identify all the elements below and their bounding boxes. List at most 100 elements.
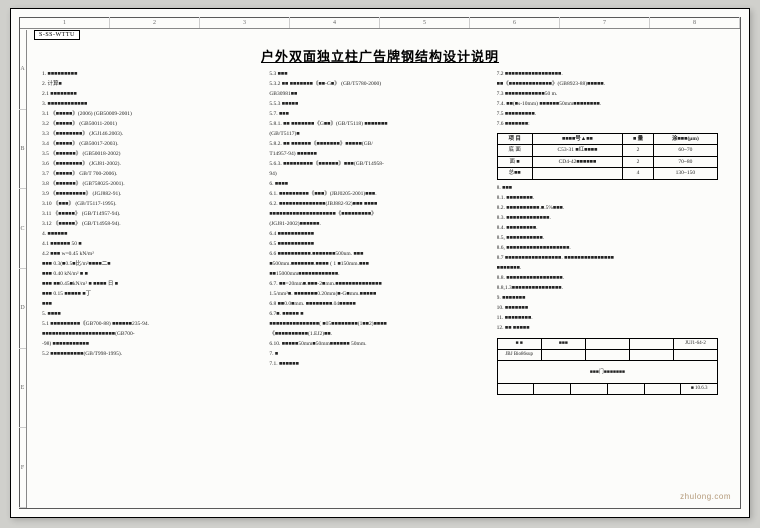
spec-line: 6.10. ■■■■■50mm■50mm■■■■■■ 50mm. — [269, 340, 490, 349]
spec-line: ■■■■■■■■■■■■■■■■■■■■■■(GB700- — [42, 330, 263, 339]
spec-line: ■■■ 0.15 ■■■■■ ■丁 — [42, 290, 263, 299]
watermark: zhulong.com — [680, 492, 731, 501]
spec-line: 5.7. ■■■ — [269, 110, 490, 119]
table-row: 总■■4130~150 — [497, 168, 717, 180]
spec-line: 5.6.3. ■■■■■■■■■《■■■■■■》■■■(GB/T14958- — [269, 160, 490, 169]
spec-line: 5.8.2. ■■ ■■■■■■《■■■■■■■》■■■■■(GB/ — [269, 140, 490, 149]
spec-line: 3.6 《■■■■■■■■》 (JGJ81-2002). — [42, 160, 263, 169]
column-3: 7.2 ■■■■■■■■■■■■■■■■■. ■■《■■■■■■■■■■■■■》… — [497, 70, 718, 496]
ruler-row: D — [19, 269, 26, 349]
spec-line: 5. ■■■■ — [42, 310, 263, 319]
ruler-row: A — [19, 30, 26, 110]
spec-line: 3.11 《■■■■■》 (GB/T14957-94). — [42, 210, 263, 219]
spec-line: 5.2 ■■■■■■■■■■(GB/T998-1995). — [42, 350, 263, 359]
spec-line: 6.1. ■■■■■■■■■《■■■》(JBJ0205-2001)■■■. — [269, 190, 490, 199]
spec-line: 5.5.3 ■■■■■ — [269, 100, 490, 109]
drawing-tag: S-SS-WTTU — [34, 30, 80, 40]
table-cell: 2 — [623, 156, 654, 168]
ruler-top: 1 2 3 4 5 6 7 8 — [20, 17, 740, 29]
title-block: ■ ■■■■ JUJ1-64-2JBJ Bio86sup■■■门■■■■■■■■… — [497, 338, 718, 395]
table-header: 涂■■■(μm) — [653, 133, 717, 145]
titleblock-cell — [586, 350, 630, 360]
spec-line: ■■■ — [42, 300, 263, 309]
spec-line: 3.5 《■■■■■■》 (GB50018-2002) — [42, 150, 263, 159]
titleblock-cell — [586, 339, 630, 349]
table-header: ■■■■号▲■■ — [532, 133, 623, 145]
spec-line: 2.1 ■■■■■■■■ — [42, 90, 263, 99]
spec-line: ■■■■■■■■■■■■■■■■■■■■《■■■■■■■■■》 — [269, 210, 490, 219]
spec-line: 6.7. ■■=20mm■.■■■-2■mm.■■■■■■■■■■■■■■ — [269, 280, 490, 289]
table-cell: CD4-42■■■■■■ — [532, 156, 623, 168]
content-columns: 1. ■■■■■■■■■2. 计算■2.1 ■■■■■■■■3. ■■■■■■■… — [42, 70, 718, 496]
spec-line: 7. ■ — [269, 350, 490, 359]
ruler-row: E — [19, 349, 26, 429]
titleblock-cell — [630, 350, 674, 360]
spec-line: 8. ■■■ — [497, 184, 718, 193]
spec-line: ■■■ 0.3(■0.5■比/m²■■■■二■ — [42, 260, 263, 269]
inner-border: 1 2 3 4 5 6 7 8 A B C D E F S-SS-WTTU 户外… — [19, 17, 741, 509]
spec-line: 3.12 《■■■■■》 (GB/T14958-94). — [42, 220, 263, 229]
titleblock-cell — [645, 384, 682, 394]
spec-line: GB30981■■ — [269, 90, 490, 99]
spec-line: 《■■■■■■■■■■(1.EJ2)■■. — [269, 330, 490, 339]
ruler-row: B — [19, 110, 26, 190]
spec-line: 8.5, ■■■■■■■■■■■. — [497, 234, 718, 243]
spec-line: 11. ■■■■■■■■. — [497, 314, 718, 323]
spec-line: 8.8. ■■■■■■■■■■■■■■■■■. — [497, 274, 718, 283]
spec-line: 10. ■■■■■■■ — [497, 304, 718, 313]
spec-line: 7.3 ■■■■■■■■■■■■50 m. — [497, 90, 718, 99]
spec-line: T14957-94) ■■■■■■ — [269, 150, 490, 159]
table-cell: 70~80 — [653, 156, 717, 168]
spec-line: 1. ■■■■■■■■■ — [42, 70, 263, 79]
spec-line: -98) ■■■■■■■■■■■ — [42, 340, 263, 349]
spec-line: 4.2 ■■■ w=0.45 kN/m² — [42, 250, 263, 259]
table-cell: 60~70 — [653, 145, 717, 157]
titleblock-cell — [674, 350, 717, 360]
ruler-row: C — [19, 189, 26, 269]
spec-line: 6.5 ■■■■■■■■■■■ — [269, 240, 490, 249]
spec-line: 5.8.1. ■■ ■■■■■■■《G■■》(GB/T5118) ■■■■■■■ — [269, 120, 490, 129]
ruler-col: 3 — [200, 17, 290, 28]
spec-line: 8.1. ■■■■■■■■. — [497, 194, 718, 203]
spec-line: 6.8 ■■0.0■mm. ■■■■■■■■.04■■■■■ — [269, 300, 490, 309]
table-row: 底 面C53-31 ■红■■■■260~70 — [497, 145, 717, 157]
ruler-row: F — [19, 428, 26, 508]
spec-line: 6.7■. ■■■■■ ■ — [269, 310, 490, 319]
titleblock-cell — [542, 350, 586, 360]
spec-line: ■500mm.■■■■■■■.■■■■ ( 1 ■150mm.■■■ — [269, 260, 490, 269]
spec-line: 6.6 ■■■■■■■■■■.■■■■■■■500nm. ■■■ — [269, 250, 490, 259]
spec-line: 7.6 ■■■■■■■: — [497, 120, 718, 129]
spec-line: 4. ■■■■■■ — [42, 230, 263, 239]
spec-line: 3.4 《■■■■■》 (GB50017-2003). — [42, 140, 263, 149]
spec-line: ■■■ 0.40 kN/m² ■ ■ — [42, 270, 263, 279]
table-cell: 130~150 — [653, 168, 717, 180]
ruler-col: 7 — [560, 17, 650, 28]
spec-line: 3.8 《■■■■■■》 (GB758025-2001). — [42, 180, 263, 189]
ruler-left: A B C D E F — [19, 30, 27, 508]
table-cell: 2 — [623, 145, 654, 157]
ruler-col: 1 — [20, 17, 110, 28]
titleblock-cell — [534, 384, 571, 394]
spec-line: 8.3. ■■■■■■■■■■■■■. — [497, 214, 718, 223]
spec-line: 5.1 ■■■■■■■■■《GB700-88) ■■■■■■235-94. — [42, 320, 263, 329]
spec-line: 8.2. ■■■■■■■■■■.■.5%■■■. — [497, 204, 718, 213]
titleblock-cell: JBJ Bio86sup — [498, 350, 542, 360]
spec-line: 8.6, ■■■■■■■■■■■■■■■■■■■. — [497, 244, 718, 253]
table-row: 面 ■CD4-42■■■■■■270~80 — [497, 156, 717, 168]
spec-line: 7.2 ■■■■■■■■■■■■■■■■■. — [497, 70, 718, 79]
titleblock-cell: JUJ1-64-2 — [674, 339, 717, 349]
spec-line: 6. ■■■■ — [269, 180, 490, 189]
column-1: 1. ■■■■■■■■■2. 计算■2.1 ■■■■■■■■3. ■■■■■■■… — [42, 70, 263, 496]
page-title: 户外双面独立柱广告牌钢结构设计说明 — [20, 46, 740, 65]
ruler-col: 4 — [290, 17, 380, 28]
spec-line: 3.3 《■■■■■■■■》 (JGJ146.2003). — [42, 130, 263, 139]
spec-line: 3. ■■■■■■■■■■■■ — [42, 100, 263, 109]
spec-line: 6.4 ■■■■■■■■■■■ — [269, 230, 490, 239]
titleblock-cell: ■■■ — [542, 339, 586, 349]
spec-line: 5.3 ■■■ — [269, 70, 490, 79]
spec-line: (JGJ81-2002)■■■■■■. — [269, 220, 490, 229]
spec-line: 94) — [269, 170, 490, 179]
table-cell: C53-31 ■红■■■■ — [532, 145, 623, 157]
table-header: 项 目 — [497, 133, 532, 145]
titleblock-title: ■■■门■■■■■■■ — [498, 361, 717, 383]
